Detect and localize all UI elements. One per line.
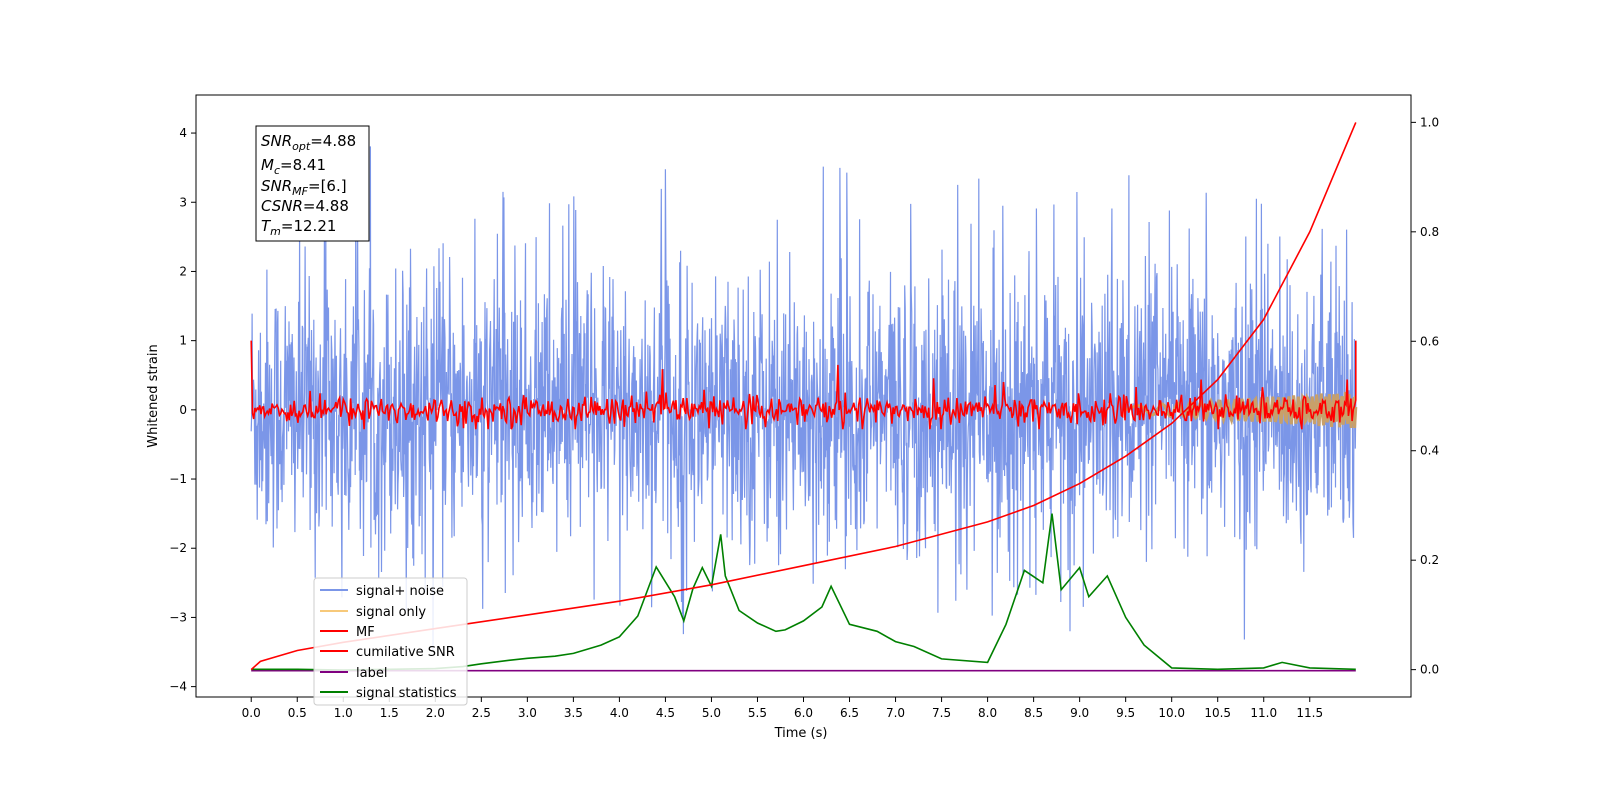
x-tick-label: 7.0 [886,706,905,720]
x-tick-label: 3.5 [564,706,583,720]
series-signal-noise [250,146,1357,651]
legend-frame [313,577,468,706]
y2-tick-label: 0.0 [1420,663,1439,677]
x-tick-label: 3.0 [518,706,537,720]
series-signal-statistics [251,513,1356,671]
x-tick-label: 9.5 [1116,706,1135,720]
y2-tick-label: 0.6 [1420,334,1439,348]
annotation-csnr: CSNR=4.88 [261,197,349,215]
x-tick-label: 6.5 [840,706,859,720]
x-tick-label: 0.0 [242,706,261,720]
y-tick-label: −3 [169,610,187,624]
y2-tick-label: 1.0 [1420,115,1439,129]
x-tick-label: 5.0 [702,706,721,720]
legend-label-signal-only: signal only [356,605,426,620]
legend-label-signal-noise: signal+ noise [356,584,444,599]
legend-label-cumulative-snr: cumilative SNR [356,645,455,660]
y-tick-label: −2 [169,541,187,555]
legend-label-signal-statistics: signal statistics [356,686,457,701]
x-tick-label: 8.0 [978,706,997,720]
y2-tick-label: 0.4 [1420,444,1439,458]
y-tick-label: 3 [179,195,187,209]
x-tick-label: 2.0 [426,706,445,720]
x-tick-label: 11.5 [1296,706,1323,720]
annotation-mc: Mc=8.41 [261,156,326,177]
x-tick-label: 6.0 [794,706,813,720]
x-tick-label: 9.0 [1070,706,1089,720]
x-tick-label: 5.5 [748,706,767,720]
x-tick-label: 11.0 [1250,706,1277,720]
y-axis-label: Whitened strain [146,344,161,447]
y-tick-label: 4 [179,126,187,140]
y-tick-label: −4 [169,680,187,694]
series-mf [250,340,1357,430]
x-tick-label: 1.0 [334,706,353,720]
y-tick-label: −1 [169,472,187,486]
annotation-tm: Tm=12.21 [261,217,336,238]
x-tick-label: 7.5 [932,706,951,720]
x-tick-label: 10.5 [1204,706,1231,720]
annotation-snr-opt: SNRopt=4.88 [261,132,356,153]
x-tick-label: 10.0 [1158,706,1185,720]
legend-label-mf: MF [356,625,375,640]
y2-tick-label: 0.8 [1420,225,1439,239]
annotation-box: SNRopt=4.88 Mc=8.41 SNRMF=[6.] CSNR=4.88… [255,125,370,242]
x-tick-label: 4.0 [610,706,629,720]
y2-tick-label: 0.2 [1420,553,1439,567]
y-tick-label: 0 [179,403,187,417]
x-tick-label: 8.5 [1024,706,1043,720]
legend: signal+ noise signal only MF cumilative … [313,577,468,706]
y-tick-label: 2 [179,264,187,278]
ticks-layer: 0.0 0.5 1.0 1.5 2.0 2.5 3.0 3.5 4.0 4.5 5.0 5.5 6.0 6… [169,115,1439,720]
y-tick-label: 1 [179,334,187,348]
x-tick-label: 4.5 [656,706,675,720]
x-axis-label: Time (s) [774,726,828,741]
annotation-snr-mf: SNRMF=[6.] [261,177,347,198]
x-tick-label: 2.5 [472,706,491,720]
x-tick-label: 0.5 [288,706,307,720]
legend-label-label: label [356,666,387,681]
x-tick-label: 1.5 [380,706,399,720]
